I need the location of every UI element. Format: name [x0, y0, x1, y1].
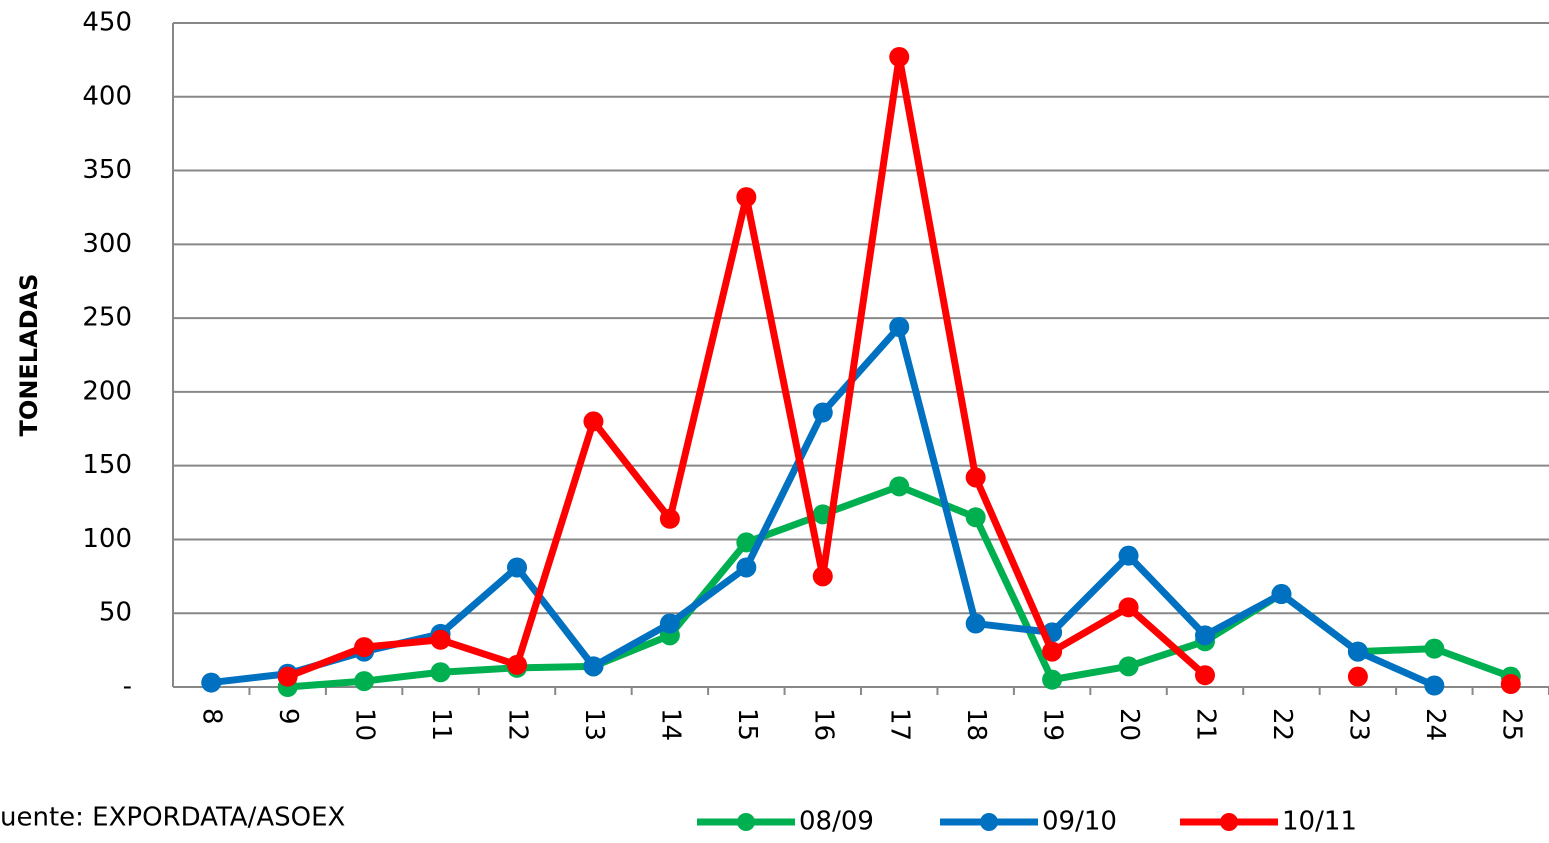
point [1347, 641, 1368, 662]
point [889, 476, 910, 497]
x-tick-label: 9 [273, 708, 303, 725]
point [965, 507, 986, 528]
point [1500, 674, 1521, 695]
point [1347, 666, 1368, 687]
y-axis-label: TONELADAS [15, 274, 43, 437]
series-line [288, 57, 1511, 684]
point [583, 411, 604, 432]
source-note: uente: EXPORDATA/ASOEX [0, 803, 345, 833]
point [354, 671, 375, 692]
y-tick-label: 400 [82, 81, 132, 111]
legend-label: 09/10 [1042, 807, 1117, 837]
point [736, 532, 757, 553]
point [736, 557, 757, 578]
x-tick-label: 22 [1267, 708, 1297, 741]
x-tick-label: 21 [1191, 708, 1221, 741]
x-tick-label: 20 [1114, 708, 1144, 741]
point [1042, 622, 1063, 643]
point [812, 402, 833, 423]
point [1042, 669, 1063, 690]
point [659, 508, 680, 529]
y-tick-label: 300 [82, 229, 132, 259]
y-tick-label: 450 [82, 8, 132, 38]
x-tick-label: 25 [1496, 708, 1526, 741]
point [1271, 584, 1292, 605]
point [430, 662, 451, 683]
x-tick-label: 15 [732, 708, 762, 741]
y-tick-label: 150 [82, 450, 132, 480]
series-line [287, 482, 1512, 691]
point [1118, 545, 1139, 566]
x-tick-label: 8 [197, 708, 227, 725]
x-tick-label: 19 [1038, 708, 1068, 741]
point [1195, 665, 1215, 686]
y-tick-label: 350 [82, 155, 132, 185]
point [889, 316, 910, 337]
x-tick-label: 18 [961, 708, 991, 741]
point [965, 613, 986, 634]
x-tick-label: 13 [579, 708, 609, 741]
legend-label: 08/09 [799, 807, 874, 837]
x-tick-label: 16 [808, 708, 838, 741]
point [201, 672, 222, 693]
point [1042, 641, 1063, 662]
legend-label: 10/11 [1282, 807, 1357, 837]
point [507, 654, 527, 675]
y-tick-label: 200 [82, 376, 132, 406]
point [812, 566, 833, 587]
point [1424, 638, 1445, 659]
x-tick-label: 17 [885, 708, 915, 741]
point [277, 666, 298, 687]
point [354, 637, 375, 658]
point [507, 557, 527, 578]
x-tick-label: 14 [655, 708, 685, 741]
point [1195, 625, 1215, 646]
x-tick-label: 24 [1420, 708, 1450, 741]
point [965, 467, 986, 488]
legend-marker [980, 813, 998, 831]
y-tick-label: 100 [82, 524, 132, 554]
y-tick-label: - [123, 672, 132, 702]
point [736, 187, 757, 208]
point [430, 629, 451, 650]
x-tick-label: 23 [1343, 708, 1373, 741]
x-tick-label: 12 [503, 708, 533, 741]
point [1118, 656, 1139, 677]
x-tick-label: 10 [350, 708, 380, 741]
point [1118, 597, 1139, 618]
x-tick-label: 11 [426, 708, 456, 741]
point [583, 656, 604, 677]
point [889, 46, 910, 67]
legend-marker [1220, 813, 1238, 831]
point [659, 613, 680, 634]
point [812, 504, 833, 525]
point [1424, 675, 1445, 696]
legend-marker [737, 813, 755, 831]
y-tick-label: 250 [82, 303, 132, 333]
y-tick-label: 50 [99, 598, 132, 628]
